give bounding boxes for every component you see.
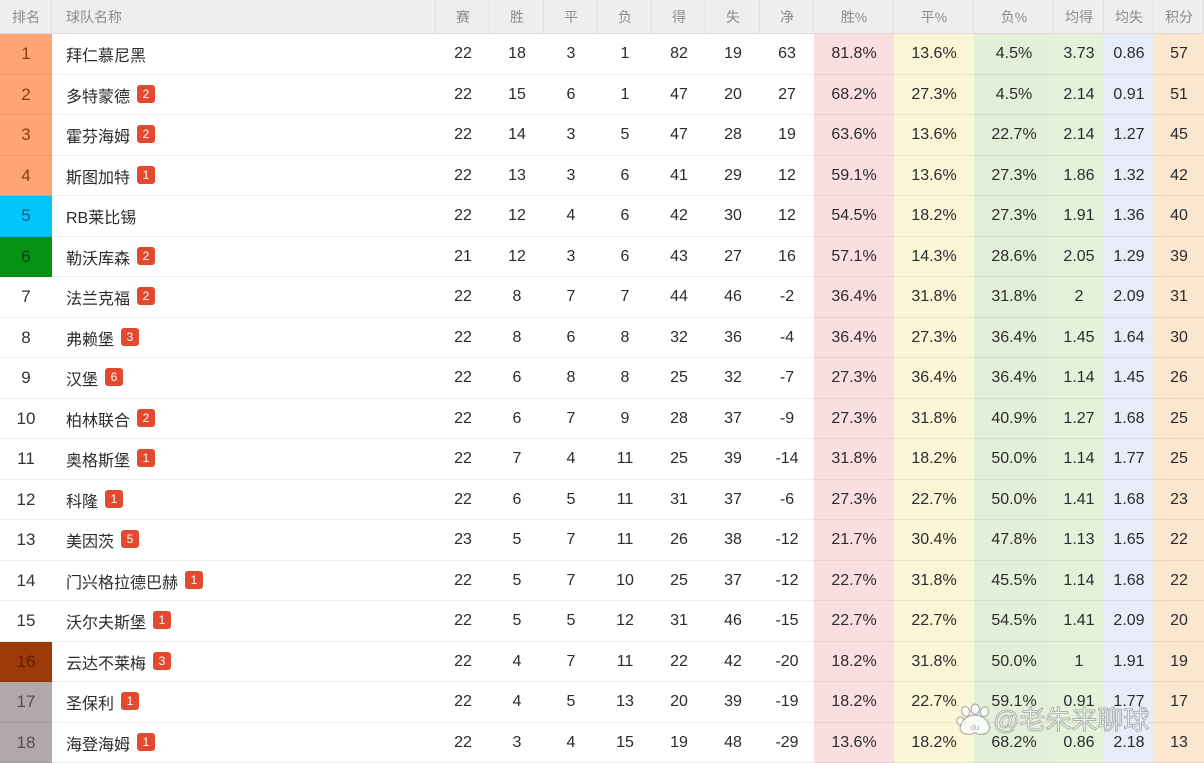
svg-text:du: du [970, 722, 980, 732]
